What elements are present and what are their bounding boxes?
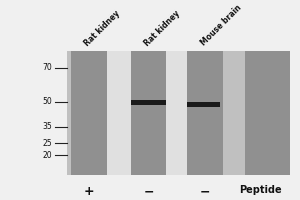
Text: 50: 50 bbox=[42, 97, 52, 106]
Text: 70: 70 bbox=[42, 63, 52, 72]
Bar bbox=[131, 100, 166, 105]
Bar bbox=[67, 51, 290, 175]
Text: Rat kidney: Rat kidney bbox=[142, 9, 181, 48]
Text: 25: 25 bbox=[42, 139, 52, 148]
Text: 20: 20 bbox=[42, 151, 52, 160]
Text: −: − bbox=[200, 185, 210, 198]
Bar bbox=[187, 51, 223, 175]
Text: Mouse brain: Mouse brain bbox=[199, 4, 243, 48]
Bar bbox=[71, 51, 107, 175]
Text: Rat kidney: Rat kidney bbox=[83, 9, 122, 48]
Text: +: + bbox=[84, 185, 94, 198]
Bar bbox=[131, 51, 166, 175]
Bar bbox=[107, 51, 131, 175]
Bar bbox=[166, 51, 187, 175]
Text: Peptide: Peptide bbox=[239, 185, 282, 195]
Bar bbox=[187, 102, 220, 107]
Bar bbox=[245, 51, 290, 175]
Text: −: − bbox=[143, 185, 154, 198]
Text: 35: 35 bbox=[42, 122, 52, 131]
